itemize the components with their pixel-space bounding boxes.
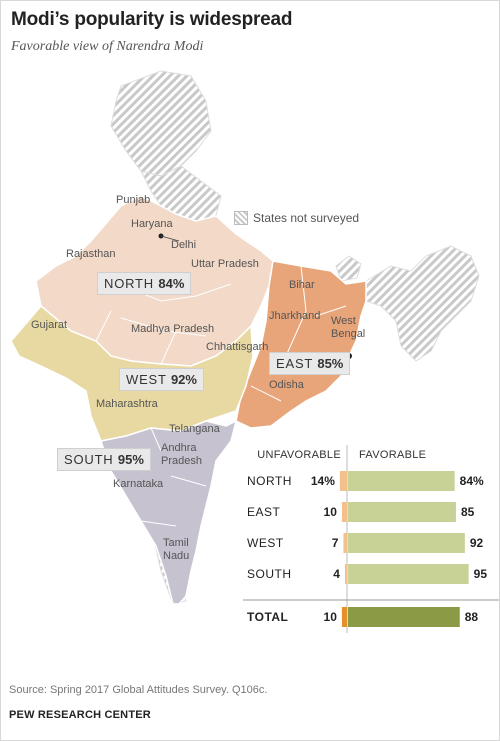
favorable-value-west: 92 (470, 536, 484, 550)
region-tag-south-name: SOUTH (64, 452, 114, 467)
state-label-andhra-pradesh-1: Andhra (161, 442, 197, 454)
region-tag-south-value: 95% (117, 452, 144, 467)
unfavorable-bar-west (343, 533, 347, 553)
favorability-bar-chart: UNFAVORABLE FAVORABLE NORTH 14% 84% EAST 10 85 W… (243, 445, 499, 633)
hatch-swatch-icon (234, 211, 248, 225)
region-tag-west: WEST 92% (119, 368, 204, 391)
chart-title: Modi’s popularity is widespread (11, 9, 293, 30)
unfavorable-bar-total (341, 607, 347, 627)
northeast-states-shape (365, 245, 480, 362)
state-label-jharkhand: Jharkhand (269, 310, 320, 322)
state-label-andhra-pradesh-2: Pradesh (161, 455, 202, 467)
state-label-telangana: Telangana (169, 423, 221, 435)
brand-label: PEW RESEARCH CENTER (9, 709, 151, 721)
left-header-label: UNFAVORABLE (257, 449, 341, 461)
state-label-odisha: Odisha (269, 379, 305, 391)
unfavorable-value-east: 10 (324, 505, 338, 519)
jammu-kashmir-shape (110, 70, 212, 177)
region-tag-west-name: WEST (126, 372, 167, 387)
source-note: Source: Spring 2017 Global Attitudes Sur… (9, 684, 268, 696)
unfavorable-value-west: 7 (332, 536, 339, 550)
favorable-value-north: 84% (460, 474, 484, 488)
category-label-total: TOTAL (247, 610, 288, 624)
region-tag-east: EAST 85% (269, 352, 351, 375)
region-tag-north-value: 84% (158, 276, 185, 291)
chart-subtitle: Favorable view of Narendra Modi (11, 39, 204, 54)
state-label-maharashtra: Maharashtra (96, 398, 159, 410)
unfavorable-bar-north (339, 471, 347, 491)
state-label-chhattisgarh: Chhattisgarh (206, 341, 268, 353)
right-header-label: FAVORABLE (359, 449, 426, 461)
region-tag-south: SOUTH 95% (57, 448, 151, 471)
state-label-west-bengal-2: Bengal (331, 328, 365, 340)
favorable-value-east: 85 (461, 505, 475, 519)
state-label-delhi: Delhi (171, 239, 196, 251)
state-label-west-bengal-1: West (331, 315, 356, 327)
unfavorable-bar-east (341, 502, 347, 522)
state-label-tamil-nadu-1: Tamil (163, 537, 189, 549)
state-label-madhya-pradesh: Madhya Pradesh (131, 323, 214, 335)
favorable-bar-south (348, 564, 469, 584)
unfavorable-value-total: 10 (324, 610, 338, 624)
favorable-bar-east (348, 502, 456, 522)
region-tag-west-value: 92% (170, 372, 197, 387)
favorable-value-south: 95 (474, 567, 488, 581)
state-label-uttar-pradesh: Uttar Pradesh (191, 258, 259, 270)
category-label-south: SOUTH (247, 567, 292, 581)
favorable-value-total: 88 (465, 610, 479, 624)
region-tag-north: NORTH 84% (97, 272, 192, 295)
state-label-karnataka: Karnataka (113, 478, 164, 490)
region-tag-north-name: NORTH (104, 276, 154, 291)
category-label-west: WEST (247, 536, 284, 550)
sikkim-shape (335, 255, 362, 282)
favorable-bar-north (348, 471, 455, 491)
not-surveyed-label: States not surveyed (253, 211, 360, 225)
east-region-shape (235, 260, 367, 429)
state-label-bihar: Bihar (289, 279, 315, 291)
not-surveyed-legend: States not surveyed (234, 211, 359, 225)
delhi-leader-line (160, 235, 180, 242)
category-label-north: NORTH (247, 474, 292, 488)
unfavorable-value-south: 4 (333, 567, 340, 581)
region-tag-east-name: EAST (276, 356, 313, 371)
state-label-rajasthan: Rajasthan (66, 248, 116, 260)
region-tag-east-value: 85% (317, 356, 344, 371)
state-label-tamil-nadu-2: Nadu (163, 550, 189, 562)
unfavorable-bar-south (344, 564, 347, 584)
unfavorable-value-north: 14% (311, 474, 335, 488)
state-borders (95, 265, 347, 527)
category-label-east: EAST (247, 505, 281, 519)
state-label-punjab: Punjab (116, 194, 150, 206)
favorable-bar-total (348, 607, 460, 627)
state-label-gujarat: Gujarat (31, 319, 67, 331)
state-label-haryana: Haryana (131, 218, 173, 230)
favorable-bar-west (348, 533, 465, 553)
